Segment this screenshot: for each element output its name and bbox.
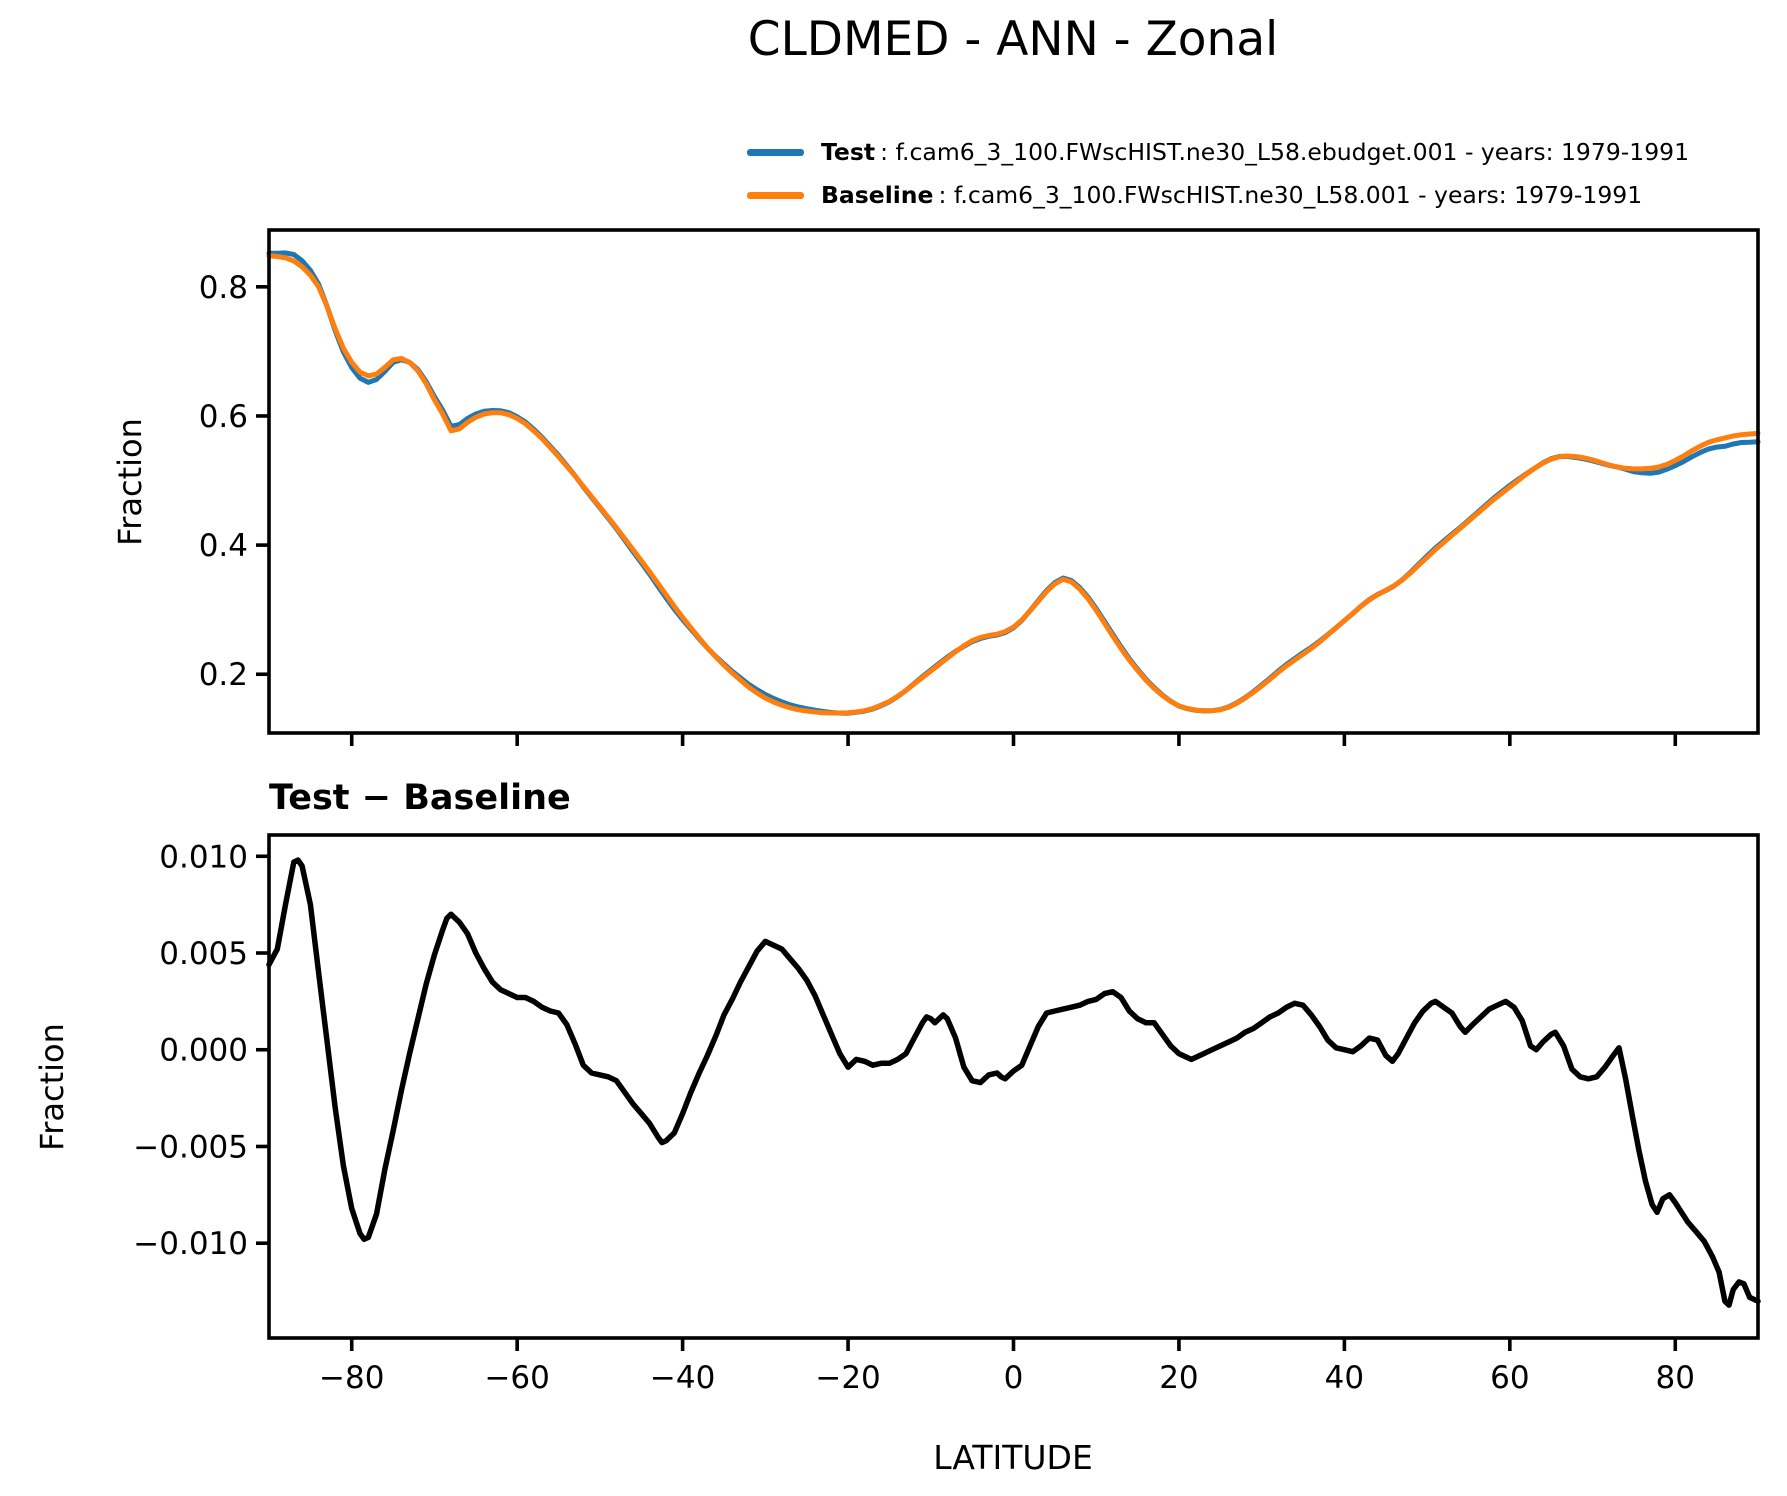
y-tick-label: 0.010 [159, 839, 248, 875]
y-tick-label: −0.005 [133, 1129, 248, 1165]
legend-label-baseline: Baseline [821, 181, 934, 209]
x-tick-label: −40 [650, 1360, 715, 1396]
x-tick-label: −20 [815, 1360, 880, 1396]
legend-label-test: Test [821, 138, 876, 166]
x-tick-label: 0 [1004, 1360, 1024, 1396]
y-tick-label: 0.2 [199, 657, 248, 693]
legend-text-test: Test: f.cam6_3_100.FWscHIST.ne30_L58.ebu… [821, 138, 1689, 166]
axes-frame [267, 833, 1760, 1340]
legend-item-baseline: Baseline: f.cam6_3_100.FWscHIST.ne30_L58… [747, 181, 1689, 209]
y-tick-label: 0.6 [199, 399, 248, 435]
y-tick-label: 0.000 [159, 1033, 248, 1069]
legend: Test: f.cam6_3_100.FWscHIST.ne30_L58.ebu… [747, 138, 1689, 225]
x-tick-label: 60 [1490, 1360, 1529, 1396]
page-title: CLDMED - ANN - Zonal [747, 12, 1279, 67]
difference-panel-title: Test − Baseline [269, 778, 571, 818]
x-tick-label: 80 [1656, 1360, 1695, 1396]
legend-desc-baseline: : f.cam6_3_100.FWscHIST.ne30_L58.001 - y… [938, 181, 1643, 209]
legend-item-test: Test: f.cam6_3_100.FWscHIST.ne30_L58.ebu… [747, 138, 1689, 166]
axes-frame [267, 228, 1760, 735]
legend-desc-test: : f.cam6_3_100.FWscHIST.ne30_L58.ebudget… [880, 138, 1690, 166]
series-line-test [266, 250, 1761, 716]
x-tick-label: −80 [319, 1360, 384, 1396]
y-tick-label: 0.8 [199, 270, 248, 306]
y-tick-label: −0.010 [133, 1226, 248, 1262]
x-axis-label: LATITUDE [933, 1438, 1093, 1477]
x-tick-label: −60 [484, 1360, 549, 1396]
y-tick-label: 0.005 [159, 936, 248, 972]
x-tick-label: 40 [1325, 1360, 1364, 1396]
legend-text-baseline: Baseline: f.cam6_3_100.FWscHIST.ne30_L58… [821, 181, 1642, 209]
x-tick-label: 20 [1159, 1360, 1198, 1396]
test-line-swatch [747, 148, 804, 156]
y-tick-label: 0.4 [199, 528, 248, 564]
series-line-test-baseline [266, 857, 1761, 1308]
series-line-baseline [266, 253, 1761, 716]
baseline-line-swatch [747, 191, 804, 199]
